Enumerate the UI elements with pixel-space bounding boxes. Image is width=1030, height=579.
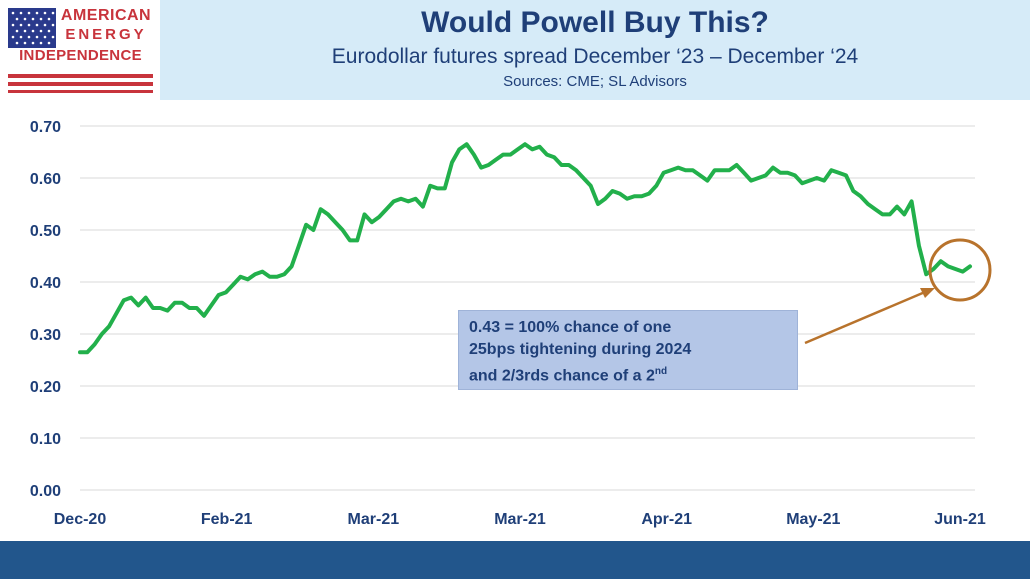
y-tick-label: 0.30: [30, 327, 61, 344]
x-tick-label: Mar-21: [494, 511, 546, 528]
x-tick-label: Jun-21: [934, 511, 986, 528]
header-banner: Would Powell Buy This? Eurodollar future…: [160, 0, 1030, 100]
x-tick-label: Dec-20: [54, 511, 107, 528]
arrow-head-icon: [920, 288, 935, 298]
x-tick-label: Feb-21: [201, 511, 253, 528]
y-tick-label: 0.40: [30, 275, 61, 292]
y-tick-label: 0.00: [30, 483, 61, 500]
annotation-box: 0.43 = 100% chance of one 25bps tighteni…: [458, 310, 798, 390]
annotation-line3-text: and 2/3rds chance of a 2: [469, 367, 655, 385]
logo-line1: AMERICAN: [60, 7, 152, 24]
annotation-line1: 0.43 = 100% chance of one: [469, 319, 672, 336]
y-tick-label: 0.10: [30, 431, 61, 448]
x-tick-label: Mar-21: [348, 511, 400, 528]
y-tick-label: 0.50: [30, 223, 61, 240]
logo-wordmark: AMERICAN ENERGY: [58, 6, 154, 44]
footer-bar: [0, 541, 1030, 579]
us-flag-icon: [8, 8, 153, 93]
x-tick-label: Apr-21: [641, 511, 692, 528]
line-chart: 0.00 0.10 0.20 0.30 0.40 0.50 0.60 0.70 Dec-20 Fe…: [30, 119, 992, 528]
series-line: [78, 142, 972, 355]
y-tick-label: 0.70: [30, 119, 61, 136]
page-title: Would Powell Buy This?: [421, 6, 769, 39]
annotation-line2: 25bps tightening during 2024: [469, 341, 692, 358]
annotation-arrow: [804, 290, 926, 345]
logo: AMERICAN ENERGY INDEPENDENCE: [0, 0, 160, 100]
annotation-line3: and 2/3rds chance of a 2nd: [469, 361, 787, 387]
y-tick-label: 0.60: [30, 171, 61, 188]
highlight-circle: [928, 238, 992, 302]
y-tick-label: 0.20: [30, 379, 61, 396]
page-subtitle: Eurodollar futures spread December ‘23 –…: [331, 45, 859, 68]
sources-note: Sources: CME; SL Advisors: [503, 73, 687, 90]
x-tick-label: May-21: [786, 511, 840, 528]
annotation-superscript: nd: [654, 366, 668, 377]
logo-line3: INDEPENDENCE: [19, 47, 142, 64]
logo-line2: ENERGY: [65, 26, 147, 43]
